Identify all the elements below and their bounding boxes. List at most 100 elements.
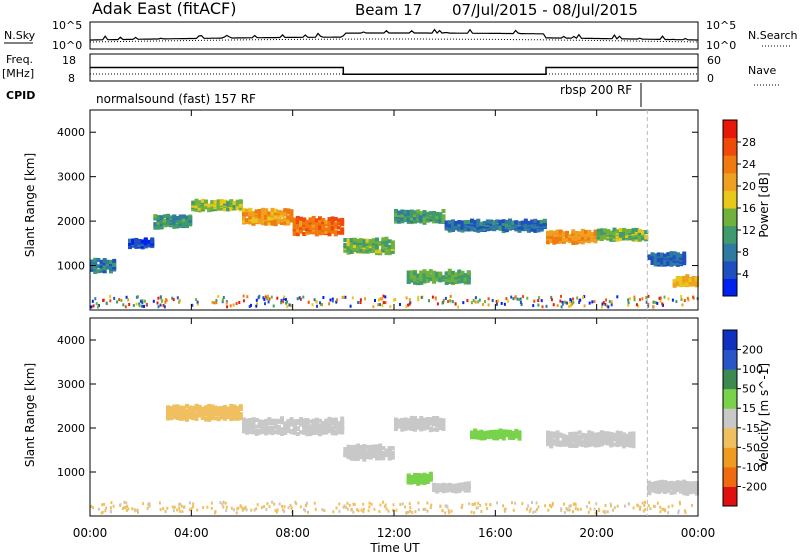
- scatter-cell: [438, 212, 443, 217]
- scatter-cell: [479, 429, 484, 434]
- scatter-cell: [571, 229, 576, 234]
- scatter-cell: [305, 221, 310, 226]
- colorbar-segment: [723, 486, 737, 507]
- ground-scatter-speck: [319, 301, 321, 305]
- ground-scatter-speck: [408, 298, 411, 302]
- ground-scatter-speck: [116, 300, 119, 304]
- scatter-cell: [435, 489, 440, 494]
- ground-scatter-speck: [353, 503, 356, 506]
- scatter-cell: [166, 405, 170, 410]
- scatter-cell: [571, 234, 576, 239]
- scatter-cell: [333, 419, 338, 424]
- scatter-cell: [235, 202, 240, 207]
- freq-label-top: Freq.: [6, 53, 33, 66]
- scatter-cell: [390, 244, 395, 249]
- ground-scatter-speck: [671, 298, 674, 302]
- scatter-cell: [580, 236, 585, 241]
- scatter-cell: [504, 223, 509, 228]
- ground-scatter-speck: [548, 503, 551, 507]
- scatter-cell: [419, 473, 424, 478]
- scatter-cell: [508, 218, 512, 223]
- scatter-cell: [207, 417, 212, 422]
- colorbar-tick-label: 50: [742, 383, 756, 396]
- scatter-cell: [432, 219, 436, 224]
- scatter-cell: [219, 199, 224, 204]
- scatter-cell: [447, 268, 452, 273]
- ground-scatter-speck: [610, 300, 613, 304]
- scatter-cell: [321, 230, 326, 235]
- ground-scatter-speck: [159, 295, 162, 299]
- noise-right-tick-bottom: 10^0: [706, 39, 736, 52]
- cpid-segment-1: normalsound (fast) 157 RF: [96, 92, 256, 106]
- scatter-cell: [428, 269, 433, 274]
- scatter-cell: [435, 271, 440, 276]
- scatter-cell: [663, 484, 668, 489]
- scatter-cell: [280, 420, 284, 425]
- scatter-cell: [603, 228, 607, 233]
- y-tick-label: 3000: [57, 378, 85, 391]
- scatter-cell: [441, 483, 446, 488]
- scatter-cell: [188, 215, 193, 220]
- scatter-cell: [460, 222, 465, 227]
- scatter-cell: [181, 223, 186, 227]
- ground-scatter-speck: [188, 501, 191, 505]
- scatter-cell: [162, 223, 167, 228]
- scatter-cell: [273, 430, 278, 435]
- scatter-cell: [571, 241, 576, 245]
- scatter-cell: [337, 427, 341, 432]
- scatter-cell: [419, 280, 424, 285]
- scatter-cell: [416, 424, 421, 429]
- ground-scatter-speck: [98, 304, 100, 307]
- scatter-cell: [476, 228, 481, 233]
- scatter-cell: [577, 434, 582, 439]
- scatter-cell: [242, 208, 246, 213]
- scatter-cell: [311, 429, 316, 434]
- ground-scatter-speck: [684, 511, 687, 515]
- scatter-cell: [356, 452, 360, 457]
- scatter-cell: [257, 419, 262, 424]
- ground-scatter-speck: [181, 510, 184, 514]
- scatter-cell: [397, 219, 402, 224]
- scatter-cell: [283, 220, 288, 225]
- ground-scatter-speck: [303, 507, 305, 511]
- scatter-cell: [419, 416, 424, 420]
- scatter-cell: [340, 430, 345, 435]
- scatter-cell: [356, 241, 360, 246]
- scatter-cell: [416, 215, 421, 220]
- scatter-cell: [454, 221, 459, 225]
- ground-scatter-speck: [105, 302, 108, 305]
- scatter-cell: [175, 219, 180, 223]
- scatter-cell: [682, 491, 687, 496]
- colorbar-segment: [723, 260, 737, 279]
- scatter-cell: [631, 437, 636, 441]
- ground-scatter-speck: [647, 304, 650, 308]
- ground-scatter-speck: [232, 508, 235, 512]
- scatter-cell: [264, 423, 269, 428]
- ground-scatter-speck: [299, 505, 302, 509]
- scatter-cell: [226, 413, 231, 417]
- scatter-cell: [403, 425, 408, 429]
- scatter-cell: [172, 404, 177, 409]
- scatter-cell: [375, 237, 379, 242]
- scatter-cell: [352, 244, 357, 249]
- scatter-cell: [428, 421, 433, 426]
- ground-scatter-speck: [434, 297, 437, 301]
- scatter-cell: [669, 259, 674, 264]
- ground-scatter-speck: [163, 305, 166, 309]
- scatter-cell: [498, 428, 503, 433]
- colorbar-segment: [723, 349, 737, 370]
- scatter-cell: [352, 237, 357, 242]
- scatter-cell: [400, 427, 405, 432]
- ground-scatter-speck: [408, 502, 411, 506]
- scatter-cell: [251, 218, 256, 223]
- scatter-cell: [99, 259, 104, 264]
- scatter-cell: [425, 217, 430, 222]
- ground-scatter-speck: [647, 504, 650, 508]
- scatter-cell: [694, 280, 699, 285]
- ground-scatter-speck: [321, 508, 324, 512]
- scatter-cell: [245, 429, 250, 434]
- scatter-cell: [457, 271, 462, 276]
- ground-scatter-speck: [190, 507, 193, 511]
- ground-scatter-speck: [127, 298, 130, 302]
- scatter-cell: [549, 230, 554, 235]
